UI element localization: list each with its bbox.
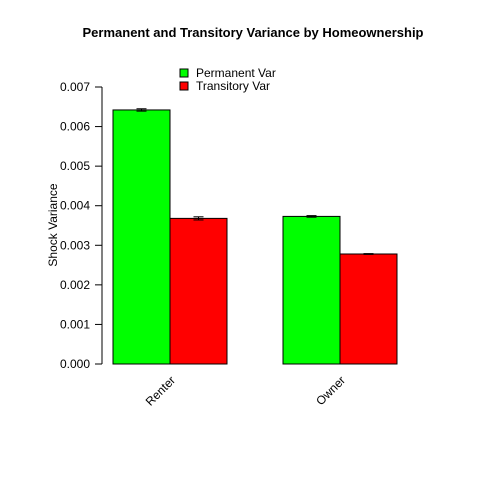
error-bar [306,215,317,218]
x-axis-labels: Renter Owner [143,373,348,408]
y-tick-label: 0.001 [60,317,90,331]
legend-label: Transitory Var [196,79,270,93]
y-tick-label: 0.005 [60,159,90,173]
y-tick-label: 0.002 [60,278,90,292]
legend-label: Permanent Var [196,66,276,80]
bar-owner-permanent [282,215,341,365]
legend-swatch [179,68,189,78]
error-bar [363,253,374,255]
chart-title: Permanent and Transitory Variance by Hom… [83,25,424,40]
y-axis-ticks: 0.000 0.001 0.002 0.003 0.004 0.005 0.006 0.007 [60,80,102,371]
y-tick-label: 0.007 [60,80,90,94]
x-tick-label: Renter [143,373,178,408]
error-bar [136,108,147,112]
bar-owner-transitory [339,253,398,365]
x-tick-label: Owner [313,373,348,408]
y-tick-label: 0.004 [60,199,90,213]
error-bar [193,216,204,221]
bars-group [112,108,398,365]
legend-swatch [179,81,189,91]
bar-renter-permanent [112,109,171,365]
y-axis-label: Shock Variance [46,183,60,266]
y-tick-label: 0.006 [60,120,90,134]
y-tick-label: 0.003 [60,238,90,252]
y-tick-label: 0.000 [60,357,90,371]
bar-renter-transitory [169,217,228,365]
